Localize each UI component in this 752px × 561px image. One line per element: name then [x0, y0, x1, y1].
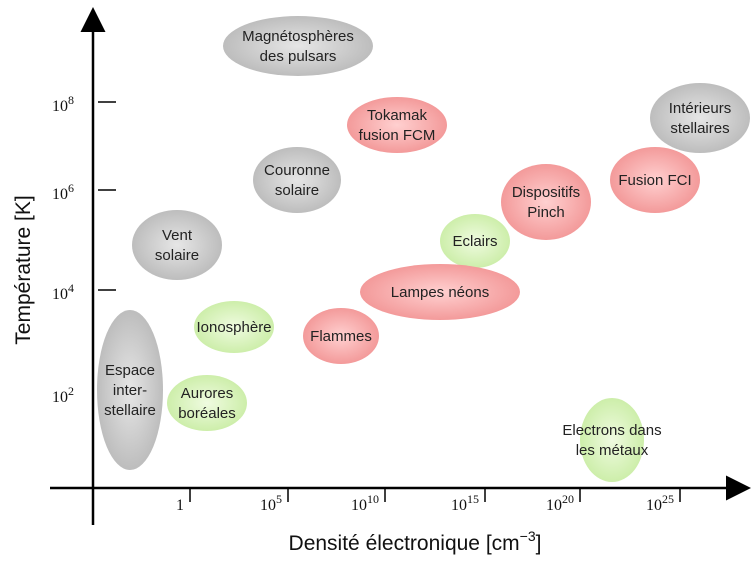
region-label: Tokamak — [367, 107, 428, 124]
tick-base: 10 — [451, 497, 467, 514]
region-label: inter- — [113, 382, 147, 399]
region-label: Electrons dans — [562, 422, 661, 439]
region-label: solaire — [155, 247, 199, 264]
tick-label: 1020 — [546, 492, 574, 514]
region-label: Pinch — [527, 204, 565, 221]
tick-label: 108 — [52, 93, 74, 115]
region-label: Eclairs — [452, 233, 497, 250]
region-label: Magnétosphères — [242, 28, 354, 45]
tick-exp: 10 — [367, 492, 379, 506]
region-label: Ionosphère — [196, 319, 271, 336]
tick-exp: 6 — [68, 181, 74, 195]
region — [97, 310, 163, 470]
region — [580, 398, 644, 482]
region-label: Lampes néons — [391, 284, 489, 301]
region-label: boréales — [178, 405, 236, 422]
region-label: les métaux — [576, 442, 649, 459]
region — [223, 16, 373, 76]
region-label: Couronne — [264, 162, 330, 179]
region — [650, 83, 750, 153]
region — [347, 97, 447, 153]
tick-base: 10 — [646, 497, 662, 514]
tick-exp: 20 — [562, 492, 574, 506]
tick-base: 10 — [351, 497, 367, 514]
tick-base: 10 — [52, 286, 68, 303]
region — [194, 301, 274, 353]
tick-base: 1 — [176, 497, 184, 514]
tick-label: 102 — [52, 384, 74, 406]
region-label: Aurores — [181, 385, 234, 402]
region — [501, 164, 591, 240]
region — [610, 147, 700, 213]
tick-base: 10 — [546, 497, 562, 514]
region-label: Dispositifs — [512, 184, 580, 201]
region — [303, 308, 379, 364]
region — [167, 375, 247, 431]
region — [440, 214, 510, 268]
tick-base: 10 — [52, 389, 68, 406]
region — [253, 147, 341, 213]
region-label: stellaires — [670, 120, 729, 137]
tick-exp: 5 — [276, 492, 282, 506]
tick-base: 10 — [52, 98, 68, 115]
tick-label: 106 — [52, 181, 74, 203]
tick-label: 1015 — [451, 492, 479, 514]
tick-label: 1025 — [646, 492, 674, 514]
region-label: Fusion FCI — [618, 172, 691, 189]
y-axis-label: Température [K] — [12, 195, 35, 344]
tick-base: 10 — [260, 497, 276, 514]
tick-label: 105 — [260, 492, 282, 514]
tick-exp: 4 — [68, 281, 74, 295]
region-label: solaire — [275, 182, 319, 199]
region-label: des pulsars — [260, 48, 337, 65]
tick-label: 1010 — [351, 492, 379, 514]
tick-base: 10 — [52, 186, 68, 203]
region-label: fusion FCM — [359, 127, 436, 144]
region-label: stellaire — [104, 402, 156, 419]
region — [360, 264, 520, 320]
tick-exp: 15 — [467, 492, 479, 506]
tick-exp: 8 — [68, 93, 74, 107]
region-label: Intérieurs — [669, 100, 732, 117]
tick-label: 104 — [52, 281, 74, 303]
tick-exp: 25 — [662, 492, 674, 506]
region-label: Flammes — [310, 328, 372, 345]
region — [132, 210, 222, 280]
region-label: Vent — [162, 227, 193, 244]
region-label: Espace — [105, 362, 155, 379]
tick-exp: 2 — [68, 384, 74, 398]
x-axis-label: Densité électronique [cm−3] — [289, 528, 542, 555]
tick-label: 1 — [176, 497, 184, 514]
